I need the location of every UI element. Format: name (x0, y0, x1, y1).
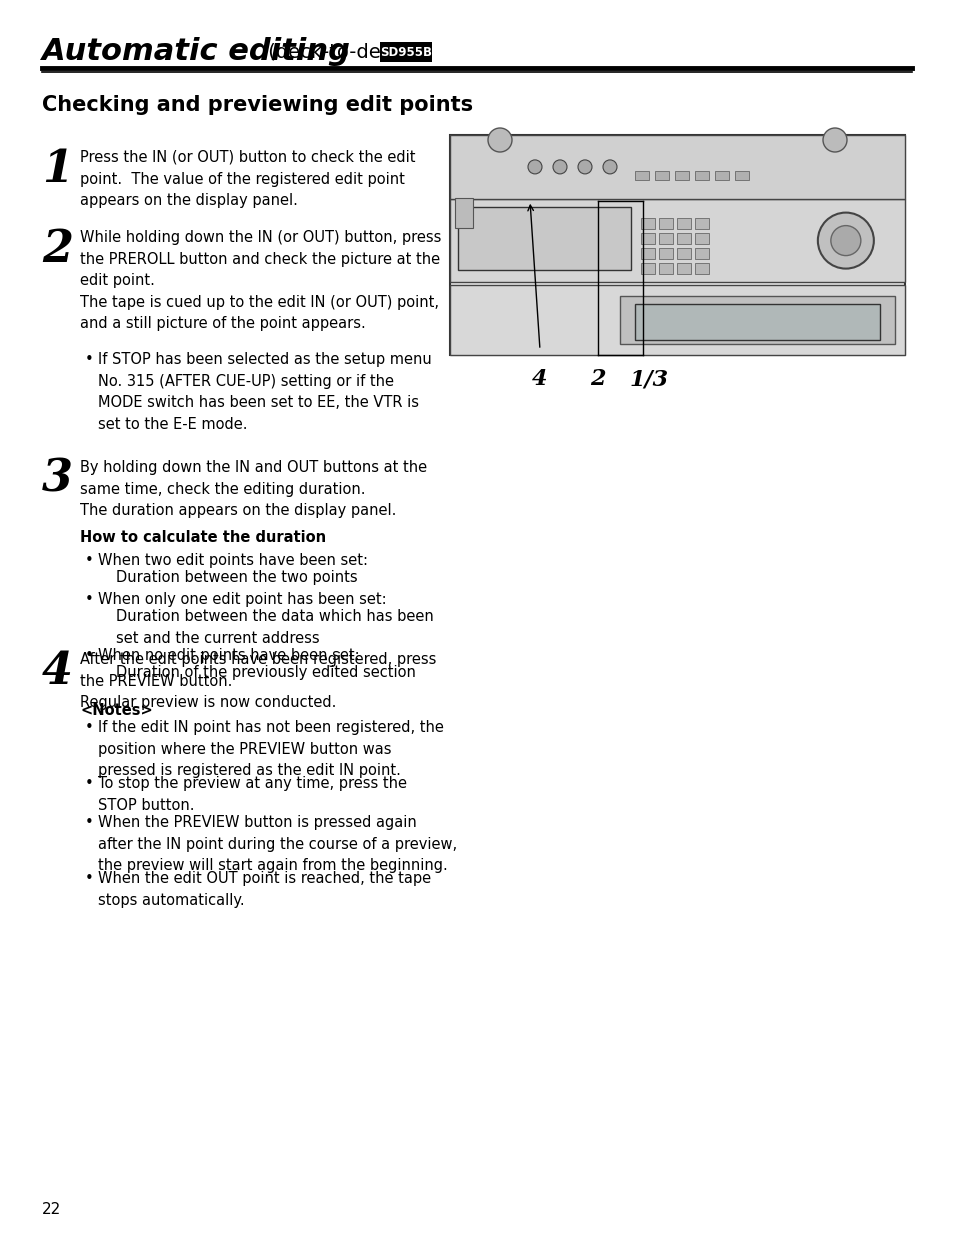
Text: When two edit points have been set:: When two edit points have been set: (98, 553, 368, 568)
Bar (659, 248, 673, 259)
Bar (450, 284, 904, 354)
Text: SD955B: SD955B (379, 46, 432, 58)
Text: When the PREVIEW button is pressed again
after the IN point during the course of: When the PREVIEW button is pressed again… (98, 815, 456, 873)
Text: •: • (85, 871, 93, 885)
Text: Press the IN (or OUT) button to check the edit
point.  The value of the register: Press the IN (or OUT) button to check th… (80, 149, 416, 209)
Text: By holding down the IN and OUT buttons at the
same time, check the editing durat: By holding down the IN and OUT buttons a… (80, 459, 427, 519)
Bar (677, 233, 690, 245)
Text: Checking and previewing edit points: Checking and previewing edit points (42, 95, 473, 115)
Circle shape (822, 128, 846, 152)
Text: 3: 3 (42, 458, 73, 501)
Text: Duration between the data which has been
set and the current address: Duration between the data which has been… (116, 609, 434, 646)
Bar (695, 248, 708, 259)
Bar (677, 263, 690, 274)
Bar (734, 170, 748, 179)
Bar (640, 263, 655, 274)
Text: After the edit points have been registered, press
the PREVIEW button.
Regular pr: After the edit points have been register… (80, 652, 436, 710)
Circle shape (527, 159, 541, 174)
Text: 4: 4 (42, 650, 73, 693)
Text: Automatic editing: Automatic editing (42, 37, 351, 67)
Text: How to calculate the duration: How to calculate the duration (80, 530, 326, 545)
Bar (619, 295, 894, 345)
Bar (635, 170, 648, 179)
Text: Duration of the previously edited section: Duration of the previously edited sectio… (116, 664, 416, 680)
Bar (450, 199, 904, 283)
Circle shape (817, 212, 873, 268)
Text: When no edit points have been set:: When no edit points have been set: (98, 648, 359, 663)
Circle shape (602, 159, 617, 174)
Text: To stop the preview at any time, press the
STOP button.: To stop the preview at any time, press t… (98, 776, 407, 813)
Text: •: • (85, 815, 93, 830)
Bar (677, 219, 690, 228)
Bar (635, 304, 879, 340)
Bar (655, 170, 668, 179)
Bar (695, 263, 708, 274)
Bar (677, 248, 690, 259)
Text: •: • (85, 553, 93, 568)
Bar (695, 233, 708, 245)
Bar (675, 170, 688, 179)
Circle shape (488, 128, 512, 152)
FancyBboxPatch shape (379, 42, 432, 62)
Bar (695, 170, 708, 179)
Bar (695, 219, 708, 228)
Bar (457, 207, 630, 270)
Bar (640, 233, 655, 245)
Text: •: • (85, 648, 93, 663)
Text: •: • (85, 592, 93, 606)
Text: •: • (85, 720, 93, 735)
Text: 2: 2 (590, 368, 605, 390)
Bar (450, 135, 904, 354)
Bar (640, 248, 655, 259)
Text: 2: 2 (42, 228, 73, 270)
Text: 4: 4 (532, 368, 547, 390)
Bar (455, 198, 473, 228)
Text: When only one edit point has been set:: When only one edit point has been set: (98, 592, 386, 606)
Text: When the edit OUT point is reached, the tape
stops automatically.: When the edit OUT point is reached, the … (98, 871, 431, 908)
Text: <Notes>: <Notes> (80, 703, 152, 718)
Bar (640, 219, 655, 228)
Text: •: • (85, 352, 93, 367)
Circle shape (578, 159, 592, 174)
Circle shape (830, 226, 860, 256)
Text: While holding down the IN (or OUT) button, press
the PREROLL button and check th: While holding down the IN (or OUT) butto… (80, 230, 441, 331)
Bar (450, 135, 904, 199)
Text: 1: 1 (42, 148, 73, 191)
Bar (659, 219, 673, 228)
Text: 22: 22 (42, 1203, 61, 1218)
Text: Duration between the two points: Duration between the two points (116, 571, 357, 585)
Text: (deck-to-deck): (deck-to-deck) (262, 42, 410, 62)
Text: If the edit IN point has not been registered, the
position where the PREVIEW but: If the edit IN point has not been regist… (98, 720, 443, 778)
Bar (659, 233, 673, 245)
Bar (659, 263, 673, 274)
Circle shape (553, 159, 566, 174)
Text: •: • (85, 776, 93, 790)
Bar (714, 170, 728, 179)
Text: 1/3: 1/3 (629, 368, 668, 390)
Text: If STOP has been selected as the setup menu
No. 315 (AFTER CUE-UP) setting or if: If STOP has been selected as the setup m… (98, 352, 432, 432)
